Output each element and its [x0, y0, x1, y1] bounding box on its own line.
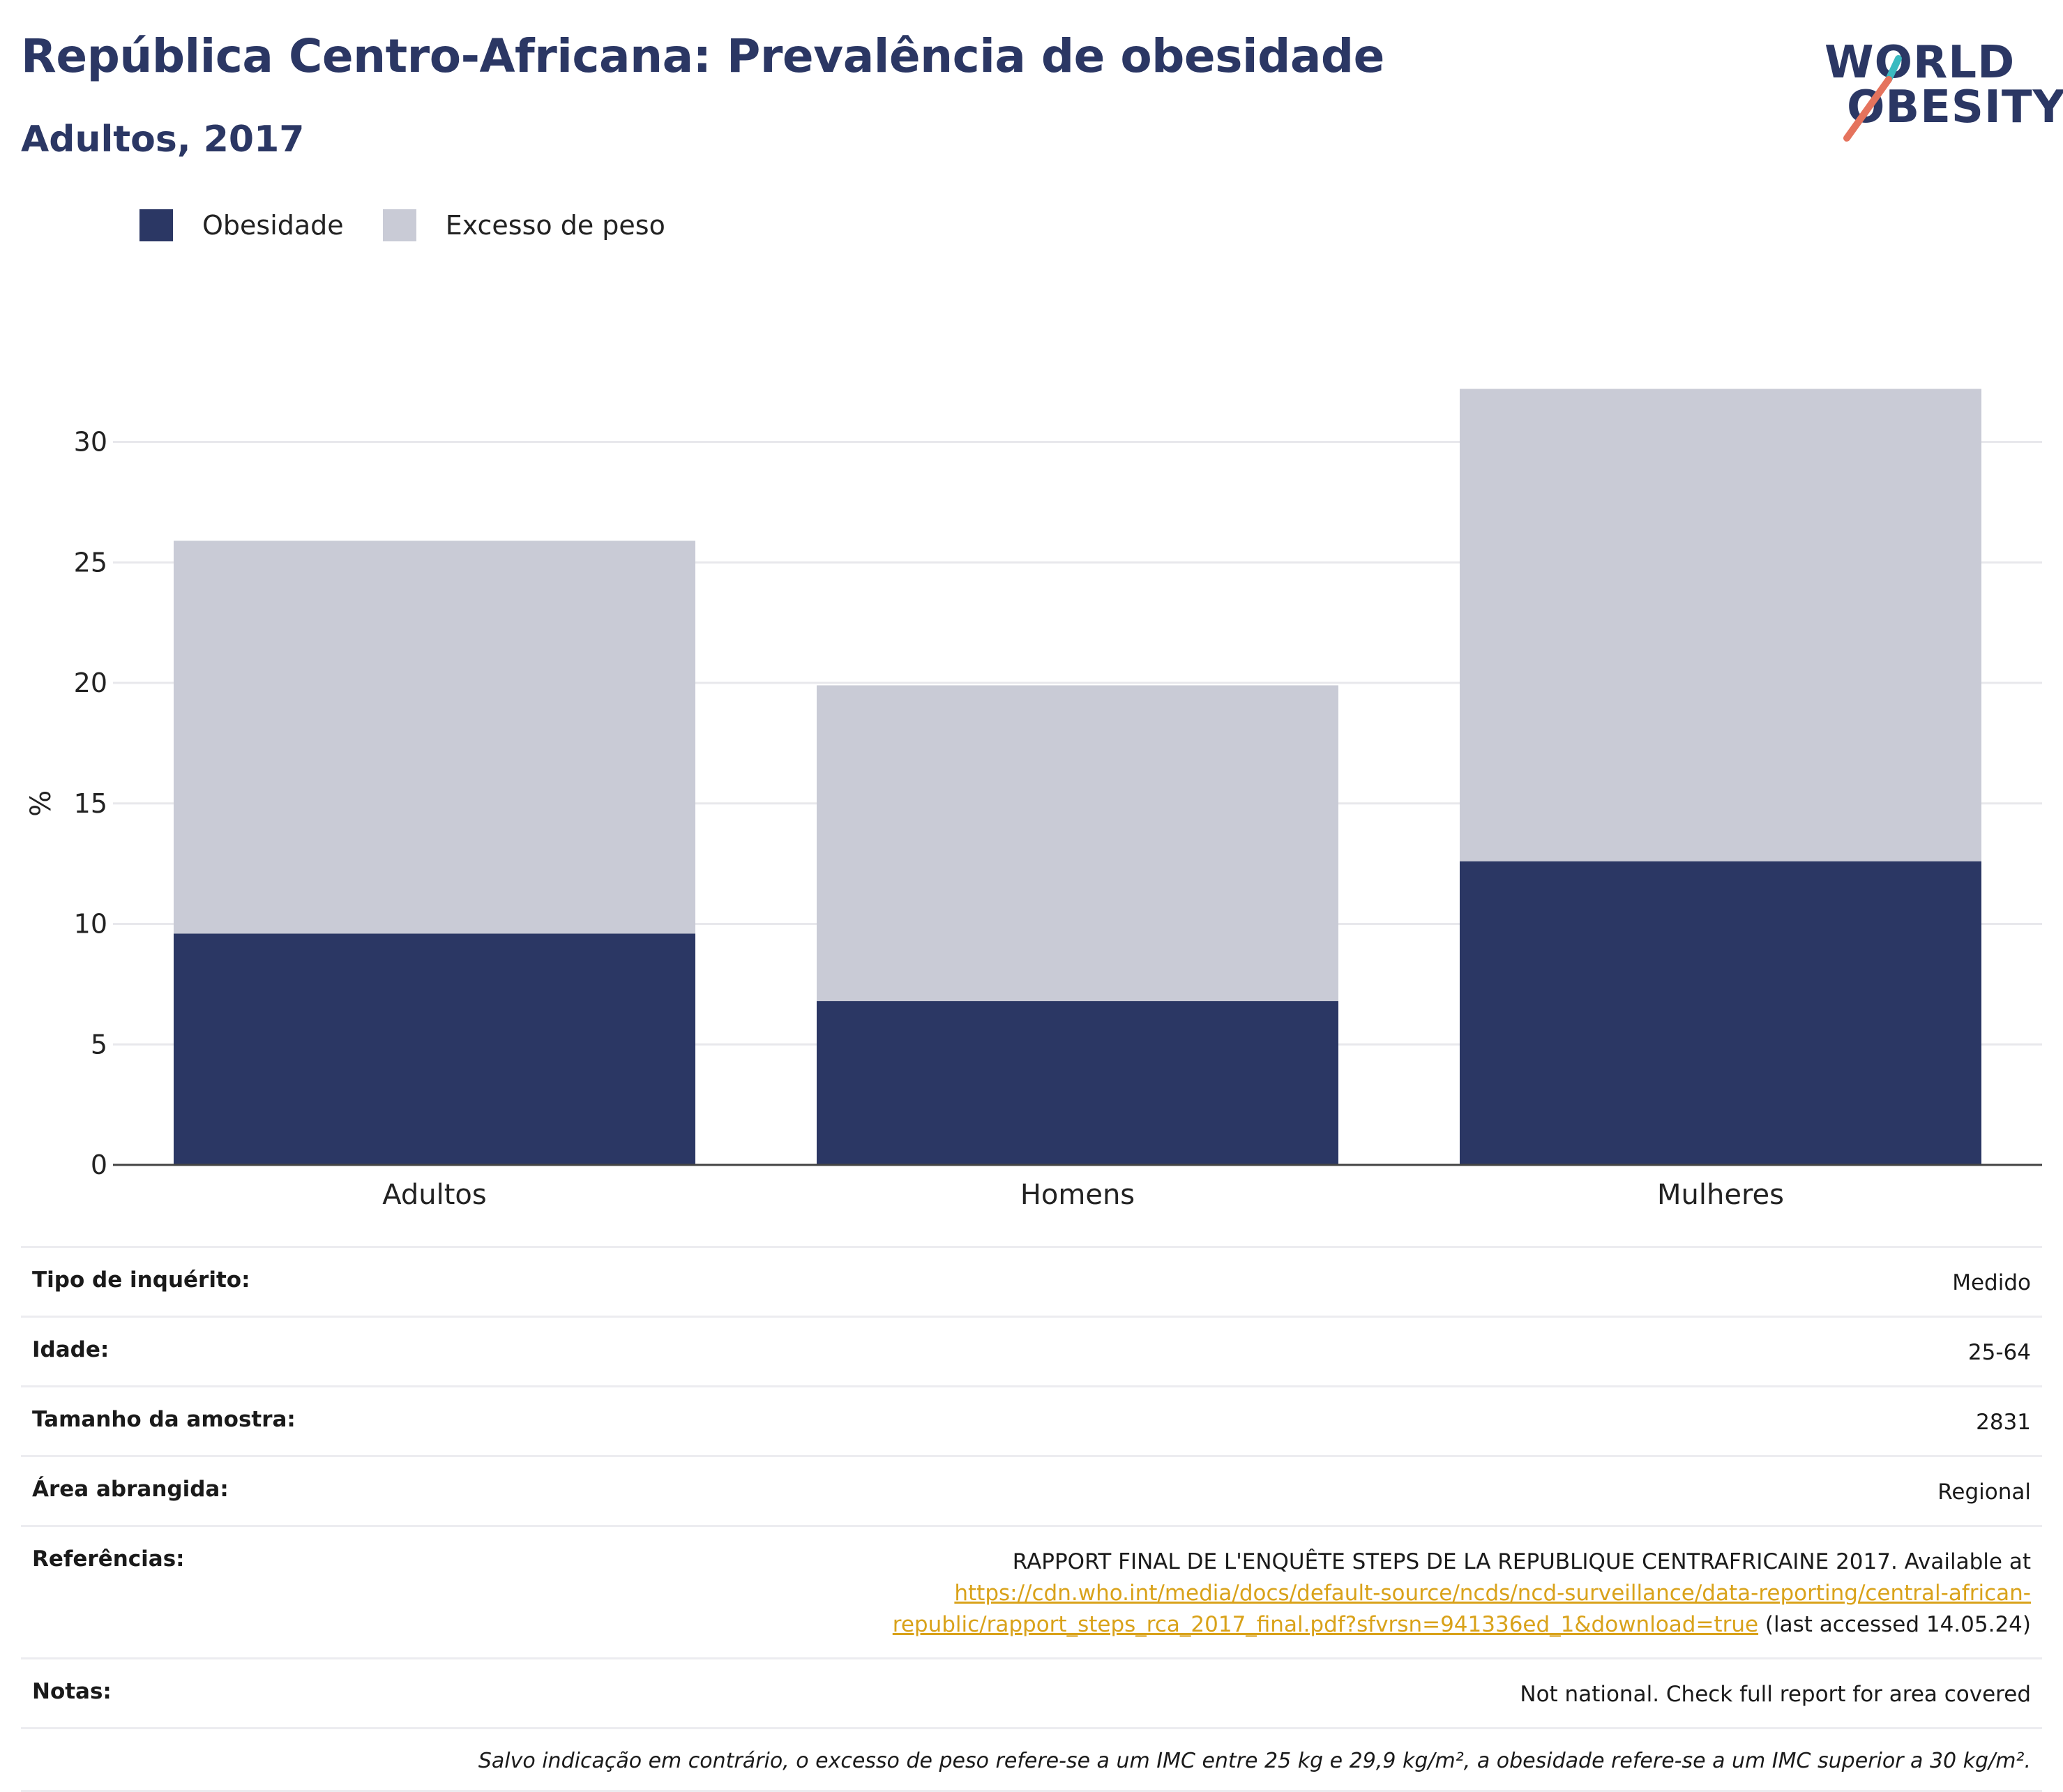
chart-subtitle: Adultos, 2017 — [21, 119, 305, 160]
legend-item-obesidade: Obesidade — [139, 209, 344, 241]
y-tick-label: 10 — [74, 909, 107, 940]
info-row-references: Referências: RAPPORT FINAL DE L'ENQUÊTE … — [21, 1524, 2042, 1657]
reference-title: RAPPORT FINAL DE L'ENQUÊTE STEPS DE LA R… — [1012, 1549, 2031, 1574]
info-row-footnote: Salvo indicação em contrário, o excesso … — [21, 1726, 2042, 1792]
info-value: Medido — [1952, 1270, 2031, 1295]
info-label: Referências: — [32, 1546, 185, 1572]
footnote: Salvo indicação em contrário, o excesso … — [478, 1748, 2031, 1773]
reference-link[interactable]: republic/rapport_steps_rca_2017_final.pd… — [892, 1611, 1759, 1637]
stacked-bar-chart: 0 5 10 15 20 25 30% Adultos Homens Mulheres — [25, 389, 2042, 1211]
survey-info-table: Tipo de inquérito: Medido Idade: 25-64 T… — [21, 1246, 2042, 1792]
info-label: Tipo de inquérito: — [32, 1267, 250, 1293]
legend-item-excesso-de-peso: Excesso de peso — [382, 209, 665, 241]
y-tick-label: 5 — [91, 1029, 107, 1060]
reference-accessed-date: (last accessed 14.05.24) — [1764, 1611, 2031, 1637]
bar-obesidade — [174, 933, 695, 1165]
info-row-sample-size: Tamanho da amostra: 2831 — [21, 1385, 2042, 1455]
y-tick-label: 15 — [74, 788, 107, 819]
info-row-area-covered: Área abrangida: Regional — [21, 1454, 2042, 1525]
info-row-survey-type: Tipo de inquérito: Medido — [21, 1246, 2042, 1316]
info-value: 2831 — [1976, 1409, 2031, 1435]
references-value: RAPPORT FINAL DE L'ENQUÊTE STEPS DE LA R… — [893, 1546, 2031, 1641]
info-label: Notas: — [32, 1678, 112, 1704]
bar-obesidade — [1460, 861, 1981, 1165]
info-value: 25-64 — [1967, 1339, 2031, 1365]
info-value: Not national. Check full report for area… — [1520, 1681, 2031, 1707]
info-value: Regional — [1937, 1479, 2031, 1505]
y-tick-label: 30 — [74, 427, 107, 458]
chart-title: República Centro-Africana: Prevalência d… — [21, 29, 1384, 83]
bar-excesso-de-peso — [817, 685, 1338, 1002]
y-tick-label: 0 — [91, 1150, 107, 1180]
logo-slash-icon — [1843, 55, 1902, 142]
info-row-notes: Notas: Not national. Check full report f… — [21, 1657, 2042, 1727]
legend-swatch-obesidade — [139, 209, 173, 241]
x-tick-label: Mulheres — [1657, 1179, 1784, 1211]
y-tick-label: 25 — [74, 547, 107, 578]
legend-label-obesidade: Obesidade — [202, 210, 344, 241]
x-tick-label: Homens — [1020, 1179, 1135, 1211]
logo-line1: WORLD — [1824, 37, 2016, 89]
y-tick-label: 20 — [74, 668, 107, 698]
info-label: Idade: — [32, 1337, 109, 1362]
world-obesity-logo: WORLD OBESITY — [1813, 15, 2063, 148]
y-axis-label: % — [25, 790, 57, 817]
bar-obesidade — [817, 1001, 1338, 1165]
legend-label-excesso-de-peso: Excesso de peso — [445, 210, 665, 241]
bar-excesso-de-peso — [1460, 389, 1981, 861]
reference-link[interactable]: https://cdn.who.int/media/docs/default-s… — [954, 1580, 2031, 1606]
legend-swatch-excesso-de-peso — [382, 209, 416, 241]
bar-excesso-de-peso — [174, 541, 695, 934]
info-label: Área abrangida: — [32, 1476, 229, 1502]
info-row-age: Idade: 25-64 — [21, 1315, 2042, 1385]
chart-legend: Obesidade Excesso de peso — [139, 208, 704, 243]
info-label: Tamanho da amostra: — [32, 1406, 296, 1432]
x-tick-label: Adultos — [382, 1179, 487, 1211]
